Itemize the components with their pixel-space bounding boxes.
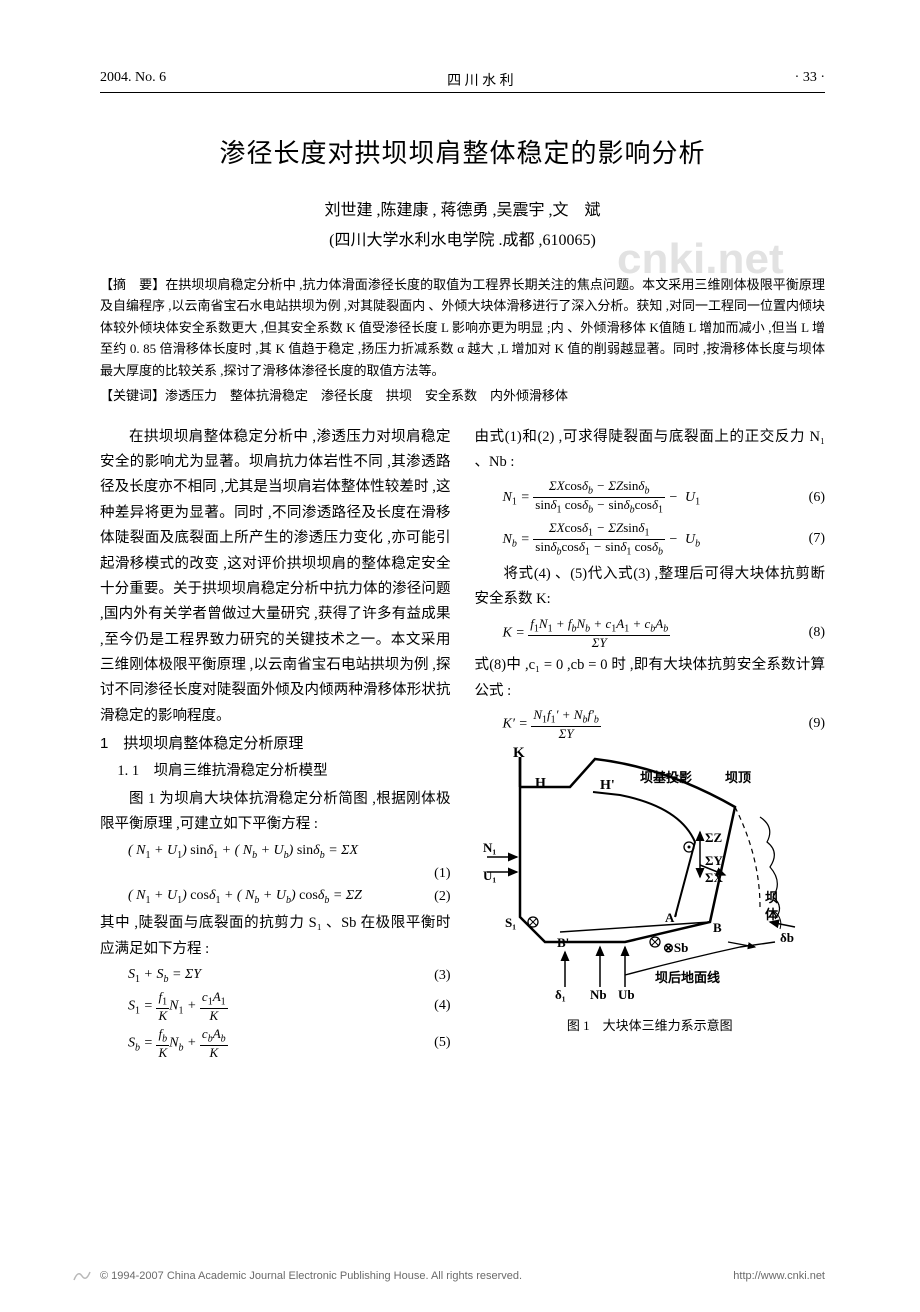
eq7-number: (7): [809, 530, 825, 548]
abstract-label: 【摘 要】: [100, 277, 165, 292]
equation-8: K = f1N1 + fbNb + c1A1 + cbAbΣY (8): [503, 617, 826, 650]
page-header: 2004. No. 6 四 川 水 利 · 33 ·: [100, 70, 825, 93]
figure-1-svg: K H H' 坝基投影 坝顶 N₁ U₁ S₁ B' A' B δ₁ Nb Ub…: [475, 747, 810, 1002]
model-paragraph: 图 1 为坝肩大块体抗滑稳定分析简图 ,根据刚体极限平衡原理 ,可建立如下平衡方…: [100, 787, 451, 838]
intro-paragraph: 在拱坝坝肩整体稳定分析中 ,渗透压力对坝肩稳定安全的影响尤为显著。坝肩抗力体岩性…: [100, 425, 451, 730]
paper-affiliation: (四川大学水利水电学院 .成都 ,610065): [100, 226, 825, 250]
header-center: 四 川 水 利: [447, 70, 514, 90]
header-left: 2004. No. 6: [100, 70, 166, 90]
right-p3: 式(8)中 ,c₁ = 0 ,cb = 0 时 ,即有大块体抗剪安全系数计算公式…: [475, 653, 826, 704]
eq1-number: (1): [434, 865, 450, 883]
right-column: 由式(1)和(2) ,可求得陡裂面与底裂面上的正交反力 N₁ 、Nb : N1 …: [475, 425, 826, 1064]
left-column: 在拱坝坝肩整体稳定分析中 ,渗透压力对坝肩稳定安全的影响尤为显著。坝肩抗力体岩性…: [100, 425, 451, 1064]
fig-label-deltab: δb: [780, 930, 794, 945]
fig-label-dambody-1: 坝: [765, 890, 778, 905]
fig-label-K: K: [513, 747, 525, 761]
fig-label-SZ: ΣZ: [705, 830, 722, 845]
paper-title: 渗径长度对拱坝坝肩整体稳定的影响分析: [100, 133, 825, 170]
fig-label-Sb: ⊗Sb: [663, 940, 688, 955]
eq2-number: (2): [434, 888, 450, 906]
section-1-1-heading: 1. 1 坝肩三维抗滑稳定分析模型: [100, 759, 451, 784]
footer-copyright: © 1994-2007 China Academic Journal Elect…: [100, 1270, 522, 1282]
keywords-text: 渗透压力 整体抗滑稳定 渗径长度 拱坝 安全系数 内外倾滑移体: [165, 388, 568, 403]
fig-label-Bp: B': [557, 935, 569, 950]
section-1-heading: 1 拱坝坝肩整体稳定分析原理: [100, 731, 451, 757]
shear-paragraph: 其中 ,陡裂面与底裂面的抗剪力 S₁ 、Sb 在极限平衡时应满足如下方程 :: [100, 911, 451, 962]
keywords-label: 【关键词】: [100, 388, 165, 403]
equation-7: Nb = ΣXcosδ1 − ΣZsinδ1sinδbcosδ1 − sinδ1…: [503, 521, 826, 558]
right-p1: 由式(1)和(2) ,可求得陡裂面与底裂面上的正交反力 N₁ 、Nb :: [475, 425, 826, 476]
abstract-text: 在拱坝坝肩稳定分析中 ,抗力体滑面渗径长度的取值为工程界长期关注的焦点问题。本文…: [100, 277, 825, 378]
fig-label-Ap: A': [665, 910, 678, 925]
figure-1-caption: 图 1 大块体三维力系示意图: [475, 1015, 826, 1038]
eq4-number: (4): [434, 997, 450, 1015]
fig-label-S1: S₁: [505, 915, 516, 930]
equation-4: S1 = f1KN1 + c1A1K (4): [128, 990, 451, 1023]
figure-1: K H H' 坝基投影 坝顶 N₁ U₁ S₁ B' A' B δ₁ Nb Ub…: [475, 747, 826, 1038]
fig-label-Ub: Ub: [618, 987, 635, 1002]
fig-label-Nb: Nb: [590, 987, 607, 1002]
fig-label-SX: ΣX: [705, 870, 723, 885]
header-right: · 33 ·: [795, 70, 825, 90]
fig-label-damtop: 坝顶: [725, 770, 751, 785]
equation-1-num-line: (1): [128, 865, 451, 883]
equation-9: K′ = N1f1′ + Nbf′bΣY (9): [503, 708, 826, 741]
fig-label-Hp: H': [600, 778, 615, 793]
equation-3: S1 + Sb = ΣY (3): [128, 966, 451, 986]
footer-url: http://www.cnki.net: [733, 1270, 825, 1282]
abstract: 【摘 要】在拱坝坝肩稳定分析中 ,抗力体滑面渗径长度的取值为工程界长期关注的焦点…: [100, 274, 825, 381]
fig-label-dambody-2: 体: [765, 907, 779, 922]
footer-logo-icon: [72, 1268, 92, 1282]
fig-label-N1: N₁: [483, 840, 496, 855]
right-p2: 将式(4) 、(5)代入式(3) ,整理后可得大块体抗剪断安全系数 K:: [475, 562, 826, 613]
eq3-number: (3): [434, 967, 450, 985]
eq8-number: (8): [809, 624, 825, 642]
two-column-body: 在拱坝坝肩整体稳定分析中 ,渗透压力对坝肩稳定安全的影响尤为显著。坝肩抗力体岩性…: [100, 425, 825, 1064]
eq5-number: (5): [434, 1034, 450, 1052]
eq6-number: (6): [809, 489, 825, 507]
fig-label-B: B: [713, 920, 722, 935]
page-footer: © 1994-2007 China Academic Journal Elect…: [100, 1270, 825, 1282]
equation-1: ( N1 + U1) sinδ1 + ( Nb + Ub) sinδb = ΣX: [128, 842, 451, 862]
keywords: 【关键词】渗透压力 整体抗滑稳定 渗径长度 拱坝 安全系数 内外倾滑移体: [100, 385, 825, 406]
equation-5: Sb = fbKNb + cbAbK (5): [128, 1027, 451, 1060]
fig-label-SY: ΣY: [705, 853, 723, 868]
equation-6: N1 = ΣXcosδb − ΣZsinδbsinδ1 cosδb − sinδ…: [503, 479, 826, 516]
fig-label-ground: 坝后地面线: [655, 970, 720, 985]
paper-authors: 刘世建 ,陈建康 , 蒋德勇 ,吴震宇 ,文 斌: [100, 196, 825, 220]
fig-label-damtop-proj: 坝基投影: [640, 770, 692, 785]
eq9-number: (9): [809, 715, 825, 733]
equation-2: ( N1 + U1) cosδ1 + ( Nb + Ub) cosδb = ΣZ…: [128, 887, 451, 907]
fig-label-U1: U₁: [483, 868, 496, 883]
fig-label-H: H: [535, 776, 546, 791]
fig-label-delta1: δ₁: [555, 987, 566, 1002]
